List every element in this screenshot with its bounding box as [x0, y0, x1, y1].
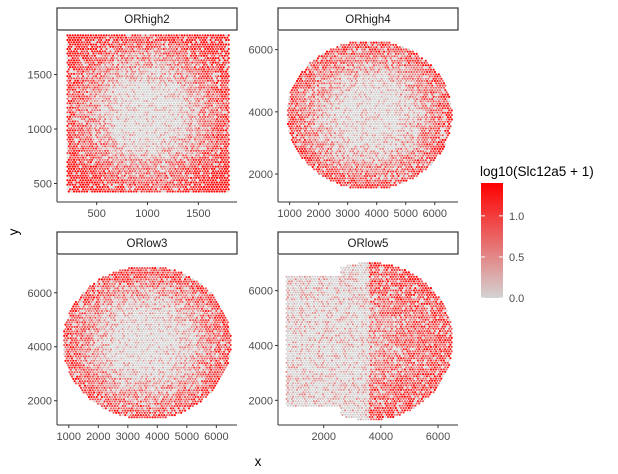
x-tick-label: 5000	[393, 208, 417, 220]
x-tick-label: 2000	[86, 431, 110, 443]
legend: log10(Slc12a5 + 1) 0.0 0.5 1.0	[480, 164, 594, 305]
x-tick-label: 500	[87, 208, 105, 220]
x-tick-label: 6000	[423, 208, 447, 220]
legend-tick-label: 0.5	[509, 252, 524, 264]
x-tick-label: 5000	[175, 431, 199, 443]
y-tick-label: 1000	[28, 124, 52, 136]
panel-title: ORlow3	[127, 238, 168, 250]
y-tick-label: 2000	[28, 396, 52, 408]
y-tick-label: 4000	[249, 107, 273, 119]
panel-strip	[277, 231, 459, 255]
legend-title: log10(Slc12a5 + 1)	[480, 164, 594, 179]
x-tick-label: 1000	[135, 208, 159, 220]
y-tick-label: 4000	[249, 340, 273, 352]
x-tick-label: 1500	[186, 208, 210, 220]
legend-colorbar	[481, 183, 503, 298]
legend-tick-label: 1.0	[509, 211, 524, 223]
panel-strip	[56, 231, 238, 255]
panel-ORhigh2: ORhigh2 500 1000 1500 500 1000 1500	[28, 7, 238, 220]
x-tick-label: 4000	[369, 431, 393, 443]
panel-ORlow5: ORlow5 2000 4000 6000 2000 4000 6000	[249, 231, 459, 443]
spot-layer	[286, 41, 453, 189]
x-tick-label: 3000	[335, 208, 359, 220]
spot-layer	[285, 262, 453, 421]
panel-title: ORhigh2	[124, 14, 169, 26]
y-tick-label: 2000	[249, 395, 273, 407]
y-tick-label: 1500	[28, 70, 52, 82]
x-tick-label: 6000	[204, 431, 228, 443]
panel-ORlow3: ORlow3 1000 2000 3000 4000 5000 6000 2000 4000 60…	[28, 231, 238, 443]
x-tick-label: 4000	[145, 431, 169, 443]
legend-tick-label: 0.0	[509, 293, 524, 305]
y-tick-label: 6000	[249, 286, 273, 298]
y-tick-label: 4000	[28, 342, 52, 354]
x-axis-title: x	[255, 454, 262, 469]
y-tick-label: 500	[34, 178, 52, 190]
y-axis-title: y	[6, 228, 21, 235]
x-tick-label: 2000	[306, 208, 330, 220]
x-tick-label: 1000	[57, 431, 81, 443]
spot-layer	[63, 267, 232, 419]
x-tick-label: 3000	[116, 431, 140, 443]
panel-strip	[277, 7, 459, 31]
panel-title: ORhigh4	[345, 14, 391, 26]
panel-title: ORlow5	[348, 238, 389, 250]
x-tick-label: 6000	[426, 431, 450, 443]
panel-strip	[56, 7, 238, 31]
x-tick-label: 1000	[277, 208, 301, 220]
y-tick-label: 6000	[28, 288, 52, 300]
y-tick-label: 2000	[249, 169, 273, 181]
x-tick-label: 2000	[311, 431, 335, 443]
panel-ORhigh4: ORhigh4 1000 2000 3000 4000 5000 6000 2000 4000 6…	[249, 7, 459, 220]
y-tick-label: 6000	[249, 45, 273, 57]
spot-layer	[66, 34, 230, 193]
x-tick-label: 4000	[364, 208, 388, 220]
